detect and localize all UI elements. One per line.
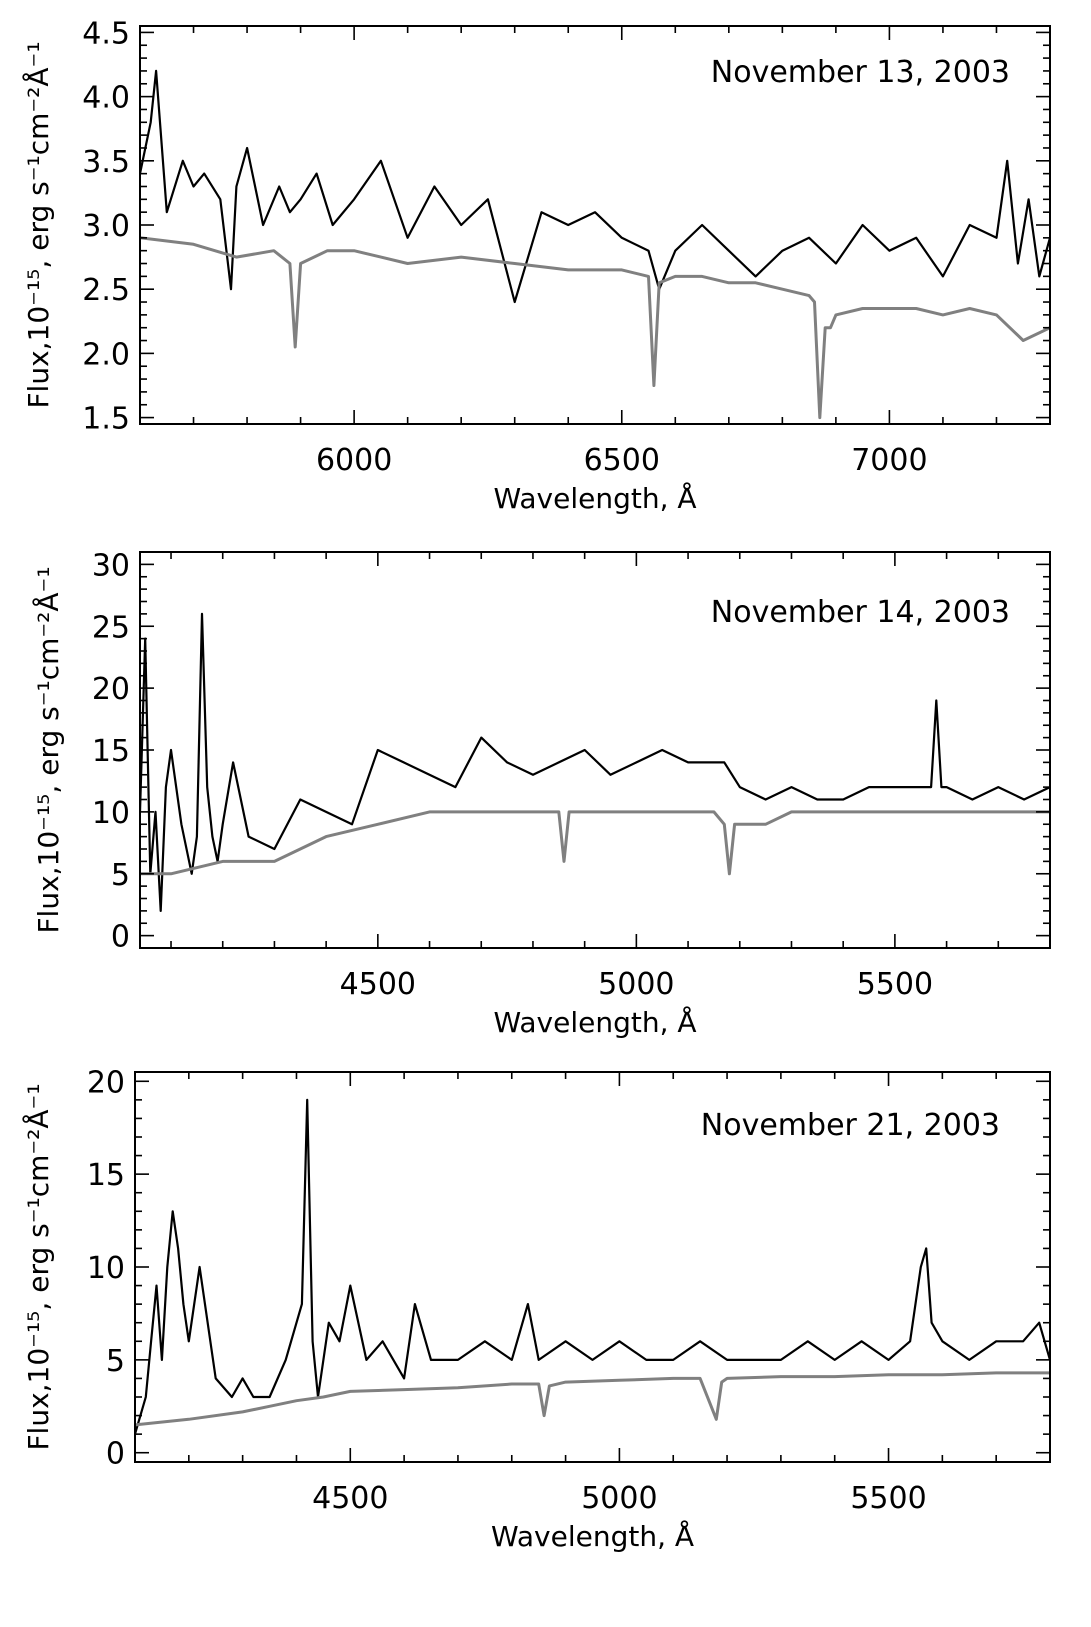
- y-tick-label: 1.5: [82, 402, 130, 437]
- comparison-spectrum-line: [140, 236, 1050, 420]
- comparison-spectrum-line: [140, 810, 1050, 876]
- y-tick-label: 5: [106, 1344, 125, 1379]
- y-tick-label: 20: [92, 672, 130, 707]
- spectrum-panel: 6000 6500 7000 1.5 2.0 2.5 3.0 3.5 4.0 4.5 Novembe…: [21, 16, 1051, 515]
- panel-date-title: November 13, 2003: [711, 55, 1010, 90]
- y-tick-label: 0: [106, 1437, 125, 1472]
- x-tick-label: 5000: [598, 967, 674, 1002]
- x-tick-label: 4500: [312, 1481, 388, 1516]
- spectrum-panel: 4500 5000 5500 0 5 10 15 20 November 21, 2003 Wav…: [21, 1065, 1051, 1553]
- y-tick-label: 0: [111, 920, 130, 955]
- panel-date-title: November 14, 2003: [711, 595, 1010, 630]
- comparison-spectrum-line: [135, 1371, 1050, 1427]
- y-tick-label: 20: [87, 1065, 125, 1100]
- x-tick-label: 5500: [857, 967, 933, 1002]
- y-tick-label: 2.0: [82, 337, 130, 372]
- observed-spectrum-line: [140, 69, 1050, 304]
- y-axis-label: Flux,10⁻¹⁵, erg s⁻¹cm⁻²Å⁻¹: [21, 41, 55, 408]
- y-tick-label: 2.5: [82, 273, 130, 308]
- x-tick-label: 5500: [850, 1481, 926, 1516]
- x-tick-label: 6000: [316, 443, 392, 478]
- x-axis-label: Wavelength, Å: [491, 1519, 694, 1553]
- x-tick-label: 5000: [581, 1481, 657, 1516]
- x-tick-label: 7000: [851, 443, 927, 478]
- observed-spectrum-line: [135, 1098, 1050, 1435]
- y-tick-label: 4.5: [82, 16, 130, 51]
- y-tick-label: 10: [92, 796, 130, 831]
- y-tick-label: 10: [87, 1251, 125, 1286]
- spectrum-panel: 4500 5000 5500 0 5 10 15 20 25 30 November 14, 200…: [31, 548, 1051, 1039]
- x-tick-label: 4500: [340, 967, 416, 1002]
- x-axis-label: Wavelength, Å: [493, 481, 696, 515]
- x-tick-label: 6500: [584, 443, 660, 478]
- y-tick-label: 15: [92, 734, 130, 769]
- observed-spectrum-line: [140, 612, 1050, 913]
- y-tick-label: 4.0: [82, 81, 130, 116]
- y-tick-label: 3.5: [82, 145, 130, 180]
- y-tick-label: 30: [92, 548, 130, 583]
- y-tick-label: 5: [111, 858, 130, 893]
- y-tick-label: 15: [87, 1158, 125, 1193]
- panel-date-title: November 21, 2003: [701, 1108, 1000, 1143]
- y-tick-label: 25: [92, 610, 130, 645]
- y-axis-label: Flux,10⁻¹⁵, erg s⁻¹cm⁻²Å⁻¹: [31, 566, 65, 933]
- y-axis-label: Flux,10⁻¹⁵, erg s⁻¹cm⁻²Å⁻¹: [21, 1083, 55, 1450]
- y-tick-label: 3.0: [82, 209, 130, 244]
- x-axis-label: Wavelength, Å: [493, 1005, 696, 1039]
